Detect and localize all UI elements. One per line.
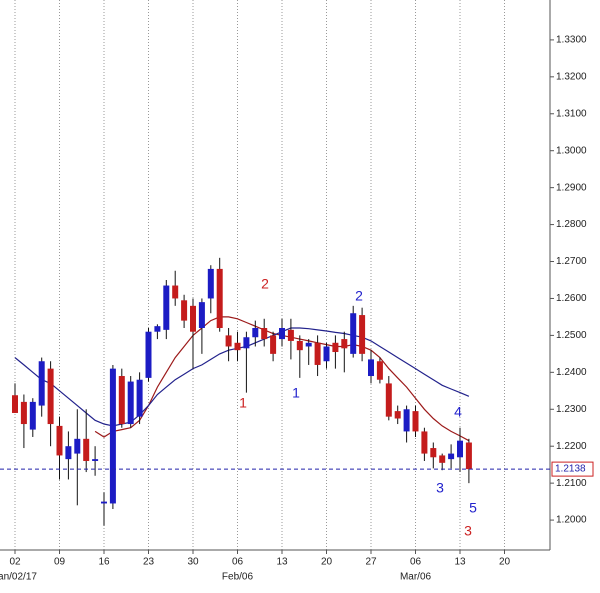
wave-label: 1 — [292, 385, 300, 401]
candle-body — [47, 368, 54, 425]
x-tick-label: 06 — [410, 557, 422, 568]
wave-label: 3 — [436, 480, 444, 496]
candle-body — [190, 305, 196, 332]
x-tick-label: 13 — [454, 557, 466, 568]
x-tick-label: 16 — [98, 557, 110, 568]
candle-body — [368, 359, 374, 377]
wave-label: 3 — [464, 523, 472, 539]
candle-body — [225, 335, 232, 347]
candle-body — [83, 438, 90, 461]
candle-body — [305, 342, 312, 347]
y-tick-label: 1.2200 — [556, 441, 587, 452]
candle-body — [234, 342, 241, 351]
candle-body — [216, 268, 223, 329]
candle-body — [252, 328, 259, 338]
candle-body — [403, 409, 410, 432]
candle-body — [439, 455, 446, 463]
candle-body — [207, 268, 214, 299]
wave-label: 2 — [261, 276, 269, 292]
y-tick-label: 1.3100 — [556, 108, 587, 119]
x-tick-label: 23 — [143, 557, 155, 568]
candle-body — [154, 326, 161, 332]
candle-body — [385, 383, 392, 417]
x-tick-label: 13 — [276, 557, 288, 568]
candle-body — [314, 342, 321, 365]
y-tick-label: 1.2600 — [556, 293, 587, 304]
candle-body — [198, 302, 205, 329]
candle-body — [359, 315, 366, 354]
candle-body — [341, 339, 348, 349]
candle-body — [127, 381, 134, 425]
y-tick-label: 1.2400 — [556, 367, 587, 378]
candle-body — [457, 440, 463, 458]
candle-body — [145, 331, 152, 378]
candle-body — [323, 346, 330, 362]
x-tick-label: 02 — [9, 557, 21, 568]
candle-body — [56, 425, 63, 456]
y-tick-label: 1.3000 — [556, 145, 587, 156]
x-sublabel: Feb/06 — [222, 572, 254, 583]
last-price-box — [551, 461, 594, 477]
candle-body — [261, 328, 268, 340]
candle-body — [29, 401, 36, 430]
candle-body — [172, 285, 179, 299]
y-tick-label: 1.2900 — [556, 182, 587, 193]
candle-body — [350, 313, 357, 354]
x-sublabel: Jan/02/17 — [0, 572, 37, 583]
candle-body — [92, 459, 99, 461]
candle-body — [412, 411, 419, 432]
candle-body — [101, 501, 107, 504]
candle-body — [376, 361, 383, 380]
candle-body — [163, 285, 170, 330]
y-tick-label: 1.2500 — [556, 330, 587, 341]
candle-body — [332, 342, 339, 353]
y-tick-label: 1.2800 — [556, 219, 587, 230]
candle-body — [74, 438, 81, 454]
x-tick-label: 27 — [365, 557, 377, 568]
x-sublabel: Mar/06 — [400, 572, 432, 583]
y-tick-label: 1.3200 — [556, 71, 587, 82]
candle-body — [448, 453, 455, 460]
y-tick-label: 1.3300 — [556, 35, 587, 46]
candle-body — [38, 361, 45, 406]
x-tick-label: 30 — [187, 557, 199, 568]
wave-label: 1 — [239, 395, 247, 411]
candle-body — [296, 340, 303, 351]
x-tick-label: 20 — [321, 557, 333, 568]
candle-body — [287, 329, 294, 341]
candle-body — [465, 442, 472, 470]
candle-body — [270, 335, 277, 354]
candle-body — [12, 395, 18, 413]
x-tick-label: 09 — [54, 557, 66, 568]
candle-body — [421, 431, 428, 454]
x-tick-label: 06 — [232, 557, 244, 568]
candle-body — [65, 446, 72, 460]
candle-body — [118, 376, 125, 425]
candle-body — [430, 448, 437, 458]
candle-body — [20, 401, 27, 425]
wave-label: 5 — [469, 500, 477, 516]
y-tick-label: 1.2300 — [556, 404, 587, 415]
plot-area — [12, 0, 505, 550]
candle-body — [394, 411, 401, 419]
moving-average-line — [14, 327, 470, 427]
candle-body — [136, 379, 143, 417]
x-tick-label: 20 — [499, 557, 511, 568]
y-tick-label: 1.2100 — [556, 478, 587, 489]
candle-body — [109, 368, 116, 504]
candle-body — [279, 328, 285, 340]
candle-body — [181, 300, 188, 321]
candle-body — [243, 337, 250, 349]
wave-label: 2 — [355, 288, 363, 304]
y-tick-label: 1.2000 — [556, 515, 587, 526]
wave-label: 4 — [454, 404, 462, 420]
last-price-label: 1.2138 — [555, 464, 586, 475]
y-tick-label: 1.2700 — [556, 256, 587, 267]
